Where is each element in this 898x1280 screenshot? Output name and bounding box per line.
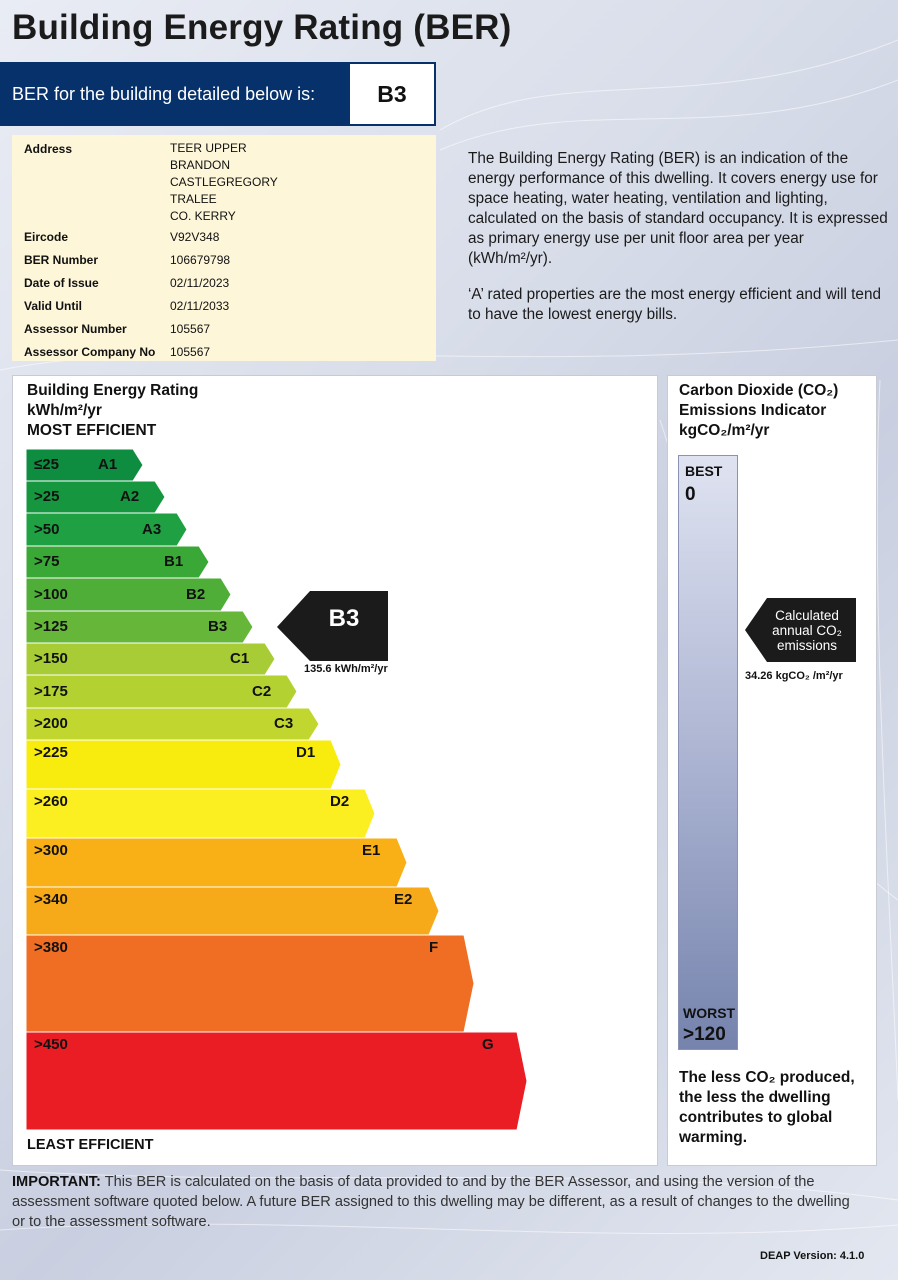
band-grade-label: D2: [330, 793, 350, 810]
band-b1: [25, 545, 210, 579]
band-e1: [25, 837, 408, 888]
band-range-label: >340: [34, 891, 68, 908]
details-box: Address TEER UPPER BRANDON CASTLEGREGORY…: [12, 135, 436, 361]
co2-worst-label: WORST: [683, 1005, 736, 1021]
band-range-label: >175: [34, 682, 68, 700]
co2-value: 34.26 kgCO₂ /m²/yr: [745, 670, 843, 682]
assessor-number-value: 105567: [170, 322, 211, 336]
rating-arrow: [277, 591, 388, 661]
date-of-issue-value: 02/11/2023: [170, 276, 230, 290]
band-grade-label: B3: [208, 618, 228, 635]
band-range-label: >50: [34, 520, 60, 538]
ber-banner: BER for the building detailed below is: …: [0, 62, 436, 126]
band-range-label: >260: [34, 793, 68, 810]
intro-paragraph-1: The Building Energy Rating (BER) is an i…: [468, 150, 888, 267]
assessor-company-label: Assessor Company No: [24, 345, 156, 359]
co2-arrow-text: Calculated annual CO₂ emissions: [772, 608, 842, 653]
band-range-label: >225: [34, 744, 68, 761]
valid-until-label: Valid Until: [24, 299, 83, 313]
band-grade-label: A2: [120, 488, 140, 505]
address-line: BRANDON: [170, 158, 231, 172]
band-range-label: >100: [34, 585, 68, 603]
band-c3: [25, 707, 320, 741]
band-f: [25, 934, 475, 1033]
co2-best-value: 0: [685, 484, 696, 505]
address-line: CASTLEGREGORY: [170, 175, 278, 189]
ber-number-label: BER Number: [24, 253, 99, 267]
valid-until-value: 02/11/2033: [170, 299, 230, 313]
rating-arrow-text: B3: [328, 605, 360, 632]
important-lead: IMPORTANT:: [12, 1174, 101, 1190]
eircode-label: Eircode: [24, 230, 69, 244]
band-grade-label: C1: [230, 650, 250, 667]
co2-worst-value: >120: [683, 1024, 726, 1045]
band-grade-label: A1: [98, 456, 118, 473]
scale-heading-2: kWh/m²/yr: [27, 402, 102, 419]
band-grade-label: D1: [296, 744, 316, 761]
band-b3: [25, 610, 254, 644]
co2-footer: The less CO₂ produced, the less the dwel…: [679, 1069, 855, 1146]
page-title: Building Energy Rating (BER): [12, 8, 512, 47]
date-of-issue-label: Date of Issue: [24, 276, 99, 290]
band-a1: [25, 448, 144, 482]
band-range-label: >450: [34, 1036, 68, 1053]
eircode-value: V92V348: [170, 230, 220, 244]
band-grade-label: G: [482, 1036, 494, 1053]
band-grade-label: A3: [142, 520, 162, 538]
band-g: [25, 1031, 528, 1131]
band-range-label: >200: [34, 715, 68, 732]
address-line: TEER UPPER: [170, 141, 247, 155]
band-b2: [25, 577, 232, 612]
band-grade-label: E1: [362, 842, 381, 859]
band-d1: [25, 739, 342, 790]
band-range-label: >380: [34, 939, 68, 956]
scale-heading-3: MOST EFFICIENT: [27, 422, 157, 439]
least-efficient-label: LEAST EFFICIENT: [27, 1137, 154, 1153]
intro-paragraph-2: ‘A’ rated properties are the most energy…: [468, 286, 881, 323]
band-d2: [25, 788, 376, 839]
assessor-number-label: Assessor Number: [24, 322, 127, 336]
band-range-label: >150: [34, 650, 68, 667]
band-range-label: >125: [34, 618, 68, 635]
co2-heading-3: kgCO₂/m²/yr: [679, 422, 770, 439]
important-notice: IMPORTANT: This BER is calculated on the…: [12, 1172, 862, 1232]
co2-heading-1: Carbon Dioxide (CO₂): [679, 382, 839, 399]
band-grade-label: C3: [274, 715, 294, 732]
assessor-company-value: 105567: [170, 345, 211, 359]
rating-value: 135.6 kWh/m²/yr: [304, 663, 388, 675]
address-line: CO. KERRY: [170, 209, 236, 223]
band-e2: [25, 886, 440, 936]
band-a3: [25, 512, 188, 547]
important-text: This BER is calculated on the basis of d…: [12, 1174, 850, 1230]
co2-arrow: [745, 598, 856, 662]
band-grade-label: B1: [164, 553, 184, 570]
scale-heading-1: Building Energy Rating: [27, 382, 199, 399]
band-a2: [25, 480, 166, 514]
co2-heading-2: Emissions Indicator: [679, 402, 827, 419]
co2-scale-bar: [678, 455, 738, 1050]
ber-banner-label: BER for the building detailed below is:: [12, 83, 316, 104]
band-c2: [25, 674, 298, 709]
band-c1: [25, 642, 276, 676]
co2-best-label: BEST: [685, 463, 723, 479]
ber-banner-rating: B3: [350, 64, 434, 124]
band-range-label: >75: [34, 553, 60, 570]
band-range-label: ≤25: [34, 456, 59, 473]
intro-text: The Building Energy Rating (BER) is an i…: [468, 149, 888, 325]
address-line: TRALEE: [170, 192, 217, 206]
band-grade-label: C2: [252, 682, 272, 700]
address-label: Address: [24, 142, 73, 156]
band-range-label: >25: [34, 488, 60, 505]
address-value: TEER UPPER BRANDON CASTLEGREGORY TRALEE …: [170, 140, 278, 225]
band-grade-label: F: [429, 939, 439, 956]
band-grade-label: B2: [186, 585, 206, 603]
deap-version: DEAP Version: 4.1.0: [760, 1250, 865, 1262]
ber-number-value: 106679798: [170, 253, 231, 267]
band-range-label: >300: [34, 842, 68, 859]
band-grade-label: E2: [394, 891, 413, 908]
